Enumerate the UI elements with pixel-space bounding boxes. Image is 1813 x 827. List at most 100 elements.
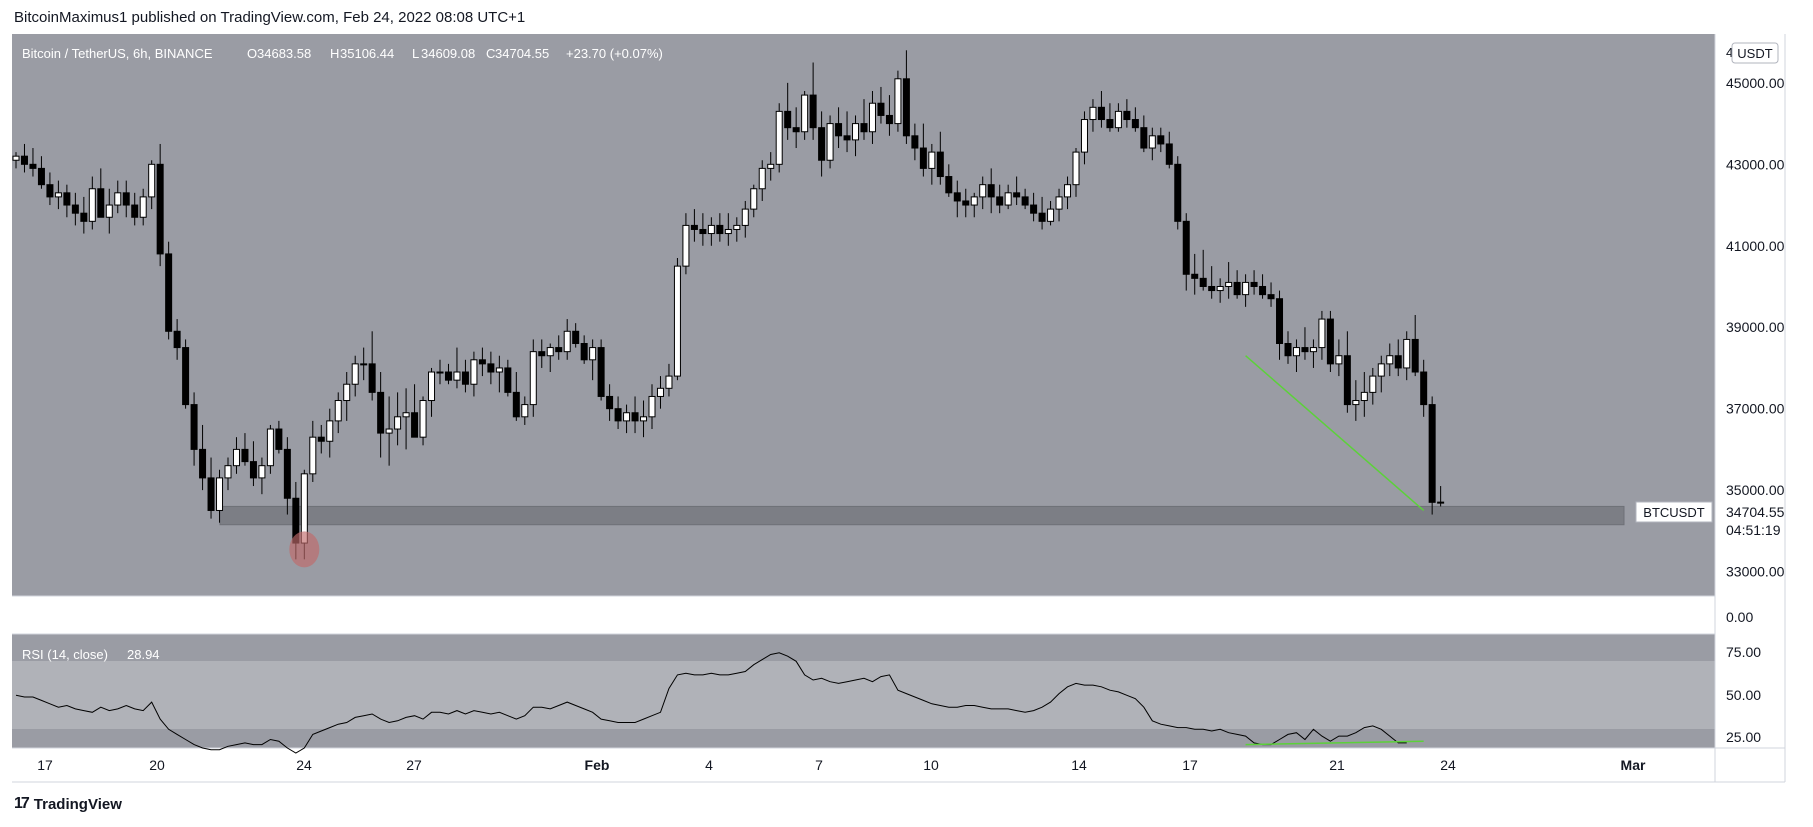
candle-up	[1225, 281, 1233, 287]
price-axis-label: 41000.00	[1726, 238, 1785, 254]
candle-up	[724, 228, 732, 235]
candle-countdown: 04:51:19	[1726, 522, 1781, 538]
tradingview-logo-icon: 17	[14, 795, 30, 812]
price-axis-top-cut: 4	[1726, 45, 1733, 60]
candle-down	[1276, 298, 1284, 345]
time-label-feb: Feb	[585, 757, 610, 773]
currency-badge[interactable]	[1731, 42, 1779, 64]
candle-up	[733, 224, 741, 230]
candle-up	[563, 330, 571, 353]
time-label-21: 21	[1329, 757, 1345, 773]
candle-down	[716, 224, 724, 235]
candle-down	[809, 94, 817, 129]
candle-up	[470, 359, 478, 385]
time-label-4: 4	[705, 757, 713, 773]
candle-down	[63, 192, 71, 206]
candle-down	[902, 78, 910, 137]
candle-down	[317, 436, 325, 442]
candle-down	[1140, 127, 1148, 149]
candle-down	[1284, 343, 1292, 357]
candle-down	[1123, 110, 1131, 121]
candle-down	[572, 330, 580, 345]
rsi-axis-50: 50.00	[1726, 687, 1761, 703]
candle-up	[673, 265, 681, 377]
candle-up	[1403, 338, 1411, 369]
time-label-24: 24	[296, 757, 312, 773]
time-label-7: 7	[815, 757, 823, 773]
candle-down	[996, 196, 1004, 206]
candle-down	[555, 347, 563, 353]
candle-down	[249, 461, 257, 479]
candle-up	[258, 465, 266, 479]
candle-up	[767, 163, 775, 169]
rsi-line	[15, 652, 1407, 754]
price-axis-label: 35000.00	[1726, 482, 1785, 498]
candle-up	[1216, 285, 1224, 292]
divergence-line-rsi	[1245, 740, 1424, 746]
candle-up	[852, 123, 860, 141]
candle-up	[1080, 119, 1088, 153]
candle-down	[1250, 281, 1258, 287]
price-axis-label: 45000.00	[1726, 75, 1785, 91]
candle-down	[1420, 371, 1428, 406]
candle-up	[54, 192, 62, 198]
candle-down	[597, 347, 605, 397]
candle-up	[419, 400, 427, 438]
legend-o-value: 34683.58	[257, 46, 311, 61]
candle-up	[1360, 391, 1368, 402]
candle-down	[1106, 119, 1114, 129]
candle-up	[1292, 347, 1300, 357]
candle-down	[1343, 355, 1351, 406]
rsi-legend-label: RSI (14, close)	[22, 647, 108, 662]
candle-down	[122, 192, 130, 206]
candle-up	[1318, 318, 1326, 349]
candle-up	[640, 416, 648, 422]
candle-down	[690, 224, 698, 230]
candle-down	[487, 363, 495, 373]
tradingview-brand: TradingView	[33, 795, 122, 813]
candle-down	[512, 391, 520, 418]
price-axis-label: 33000.00	[1726, 564, 1785, 580]
time-label-10: 10	[923, 757, 939, 773]
candle-down	[919, 147, 927, 169]
candle-up	[402, 412, 410, 418]
support-zone	[219, 505, 1625, 526]
candle-up	[309, 436, 317, 475]
last-price-tag	[1716, 501, 1784, 539]
legend-h-label: H	[330, 46, 339, 61]
candle-down	[1013, 192, 1021, 198]
time-label-20: 20	[149, 757, 165, 773]
candle-up	[1004, 192, 1012, 206]
candle-up	[758, 167, 766, 190]
candle-up	[326, 420, 334, 442]
time-label-27: 27	[406, 757, 422, 773]
candle-up	[529, 351, 537, 406]
candle-up	[139, 196, 147, 218]
candle-up	[928, 151, 936, 169]
candle-up	[351, 363, 359, 385]
candle-up	[589, 347, 597, 361]
candle-down	[173, 330, 181, 349]
candle-up	[750, 188, 758, 210]
rsi-group	[15, 652, 1424, 754]
price-axis-zero: 0.00	[1726, 609, 1753, 625]
candle-down	[699, 228, 707, 235]
candle-up	[1242, 281, 1250, 296]
candle-down	[29, 163, 37, 169]
candle-down	[97, 188, 105, 218]
tradingview-footer[interactable]: 17 TradingView	[14, 795, 122, 813]
candle-down	[538, 351, 546, 357]
candle-up	[1055, 196, 1063, 210]
candle-down	[80, 212, 88, 222]
candle-down	[936, 151, 944, 178]
legend-c-value: 34704.55	[495, 46, 549, 61]
candle-down	[843, 135, 851, 141]
highlight-circle	[289, 531, 320, 568]
time-label-14: 14	[1071, 757, 1087, 773]
candle-up	[1089, 106, 1097, 121]
candle-up	[1114, 110, 1122, 129]
currency-badge-label: USDT	[1737, 46, 1772, 61]
price-axis-label: 39000.00	[1726, 319, 1785, 335]
candle-down	[46, 184, 54, 198]
